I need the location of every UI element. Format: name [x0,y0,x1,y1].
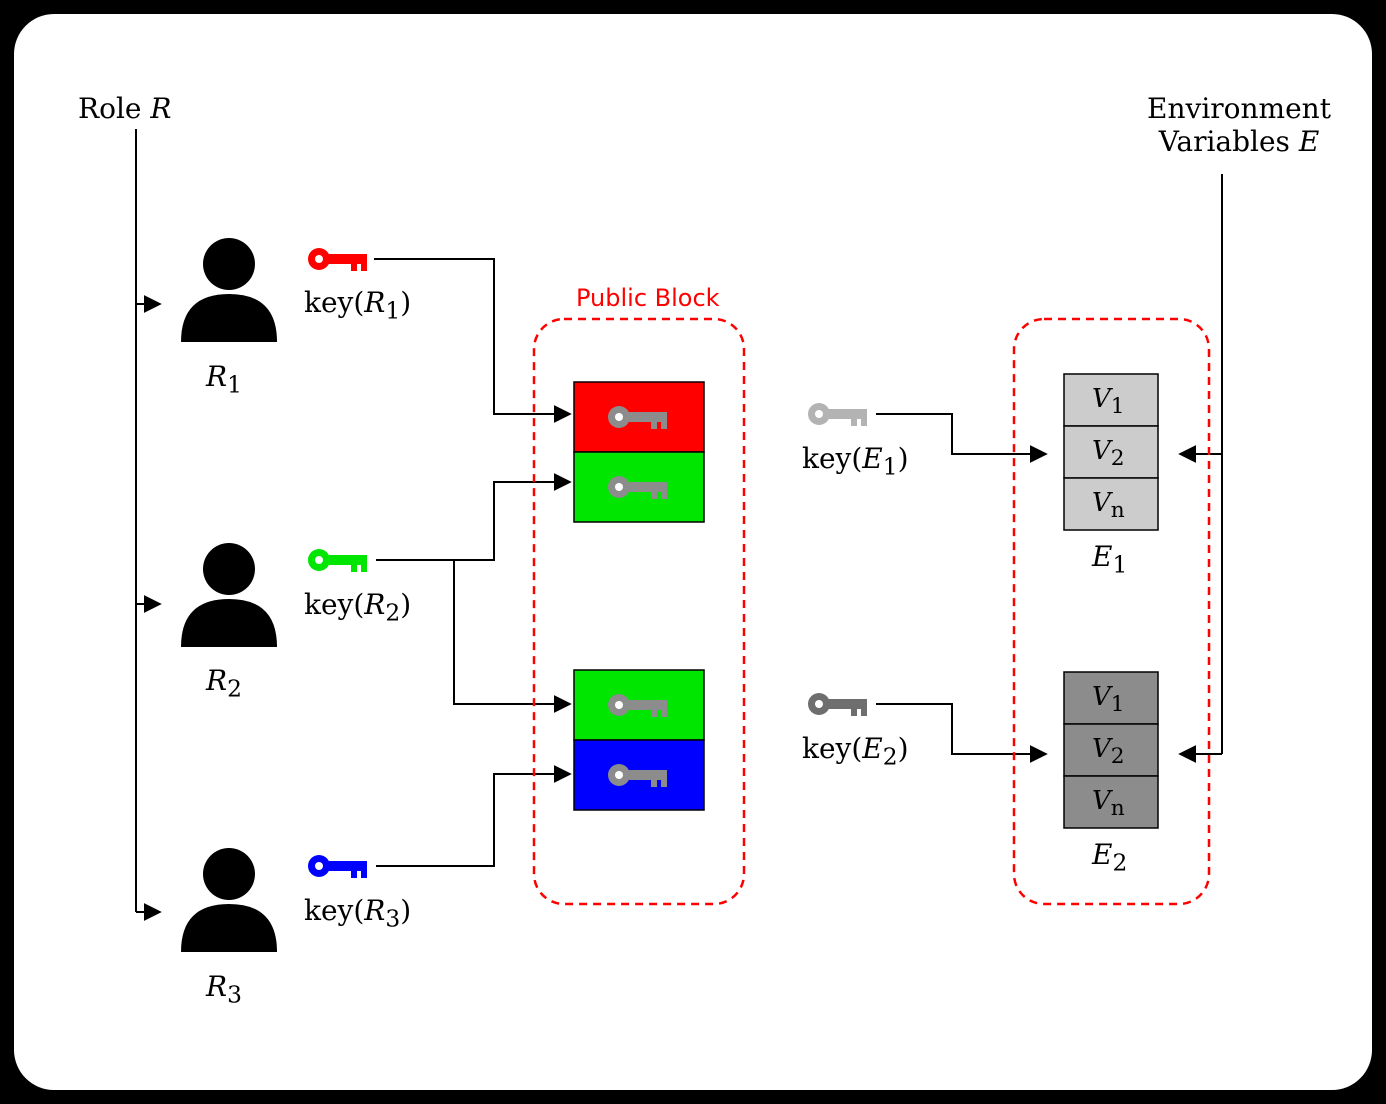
e1-label: E1 [1092,540,1127,579]
r3-key-line [376,774,570,866]
public-keybox-1 [574,382,704,522]
public-keybox-2 [574,670,704,810]
r3-label: R3 [206,970,242,1009]
e2-label: E2 [1092,838,1127,877]
e1-vn-label: Vn [1092,488,1125,523]
key-e1-label: key(E1) [802,442,909,481]
diagram-svg [14,14,1372,1090]
key-r3-label: key(R3) [304,894,411,933]
e2-vn-label: Vn [1092,786,1125,821]
key-icon-e1 [808,403,867,426]
person-icon-r3 [181,848,277,952]
public-block-title: Public Block [576,284,720,312]
e2-v1-label: V1 [1092,682,1125,717]
e1-v1-label: V1 [1092,384,1125,419]
key-e2-label: key(E2) [802,732,909,771]
person-icon-r1 [181,238,277,342]
person-icon-r2 [181,543,277,647]
r2-key-a [376,482,570,560]
key-icon-r3 [308,855,367,878]
diagram-frame: Role R Environment Variables E Public Bl… [14,14,1372,1090]
r2-key-b [454,560,570,704]
r1-label: R1 [206,360,242,399]
env-label: Environment Variables E [1124,92,1354,158]
key-r1-label: key(R1) [304,286,411,325]
key-icon-r1 [308,248,367,271]
r2-label: R2 [206,664,242,703]
key-icon-r2 [308,549,367,572]
e1-v2-label: V2 [1092,436,1125,471]
r1-key-line [374,259,570,414]
role-label: Role R [78,92,171,125]
key-icon-e2 [808,693,867,716]
key-r2-label: key(R2) [304,588,411,627]
e2-v2-label: V2 [1092,734,1125,769]
